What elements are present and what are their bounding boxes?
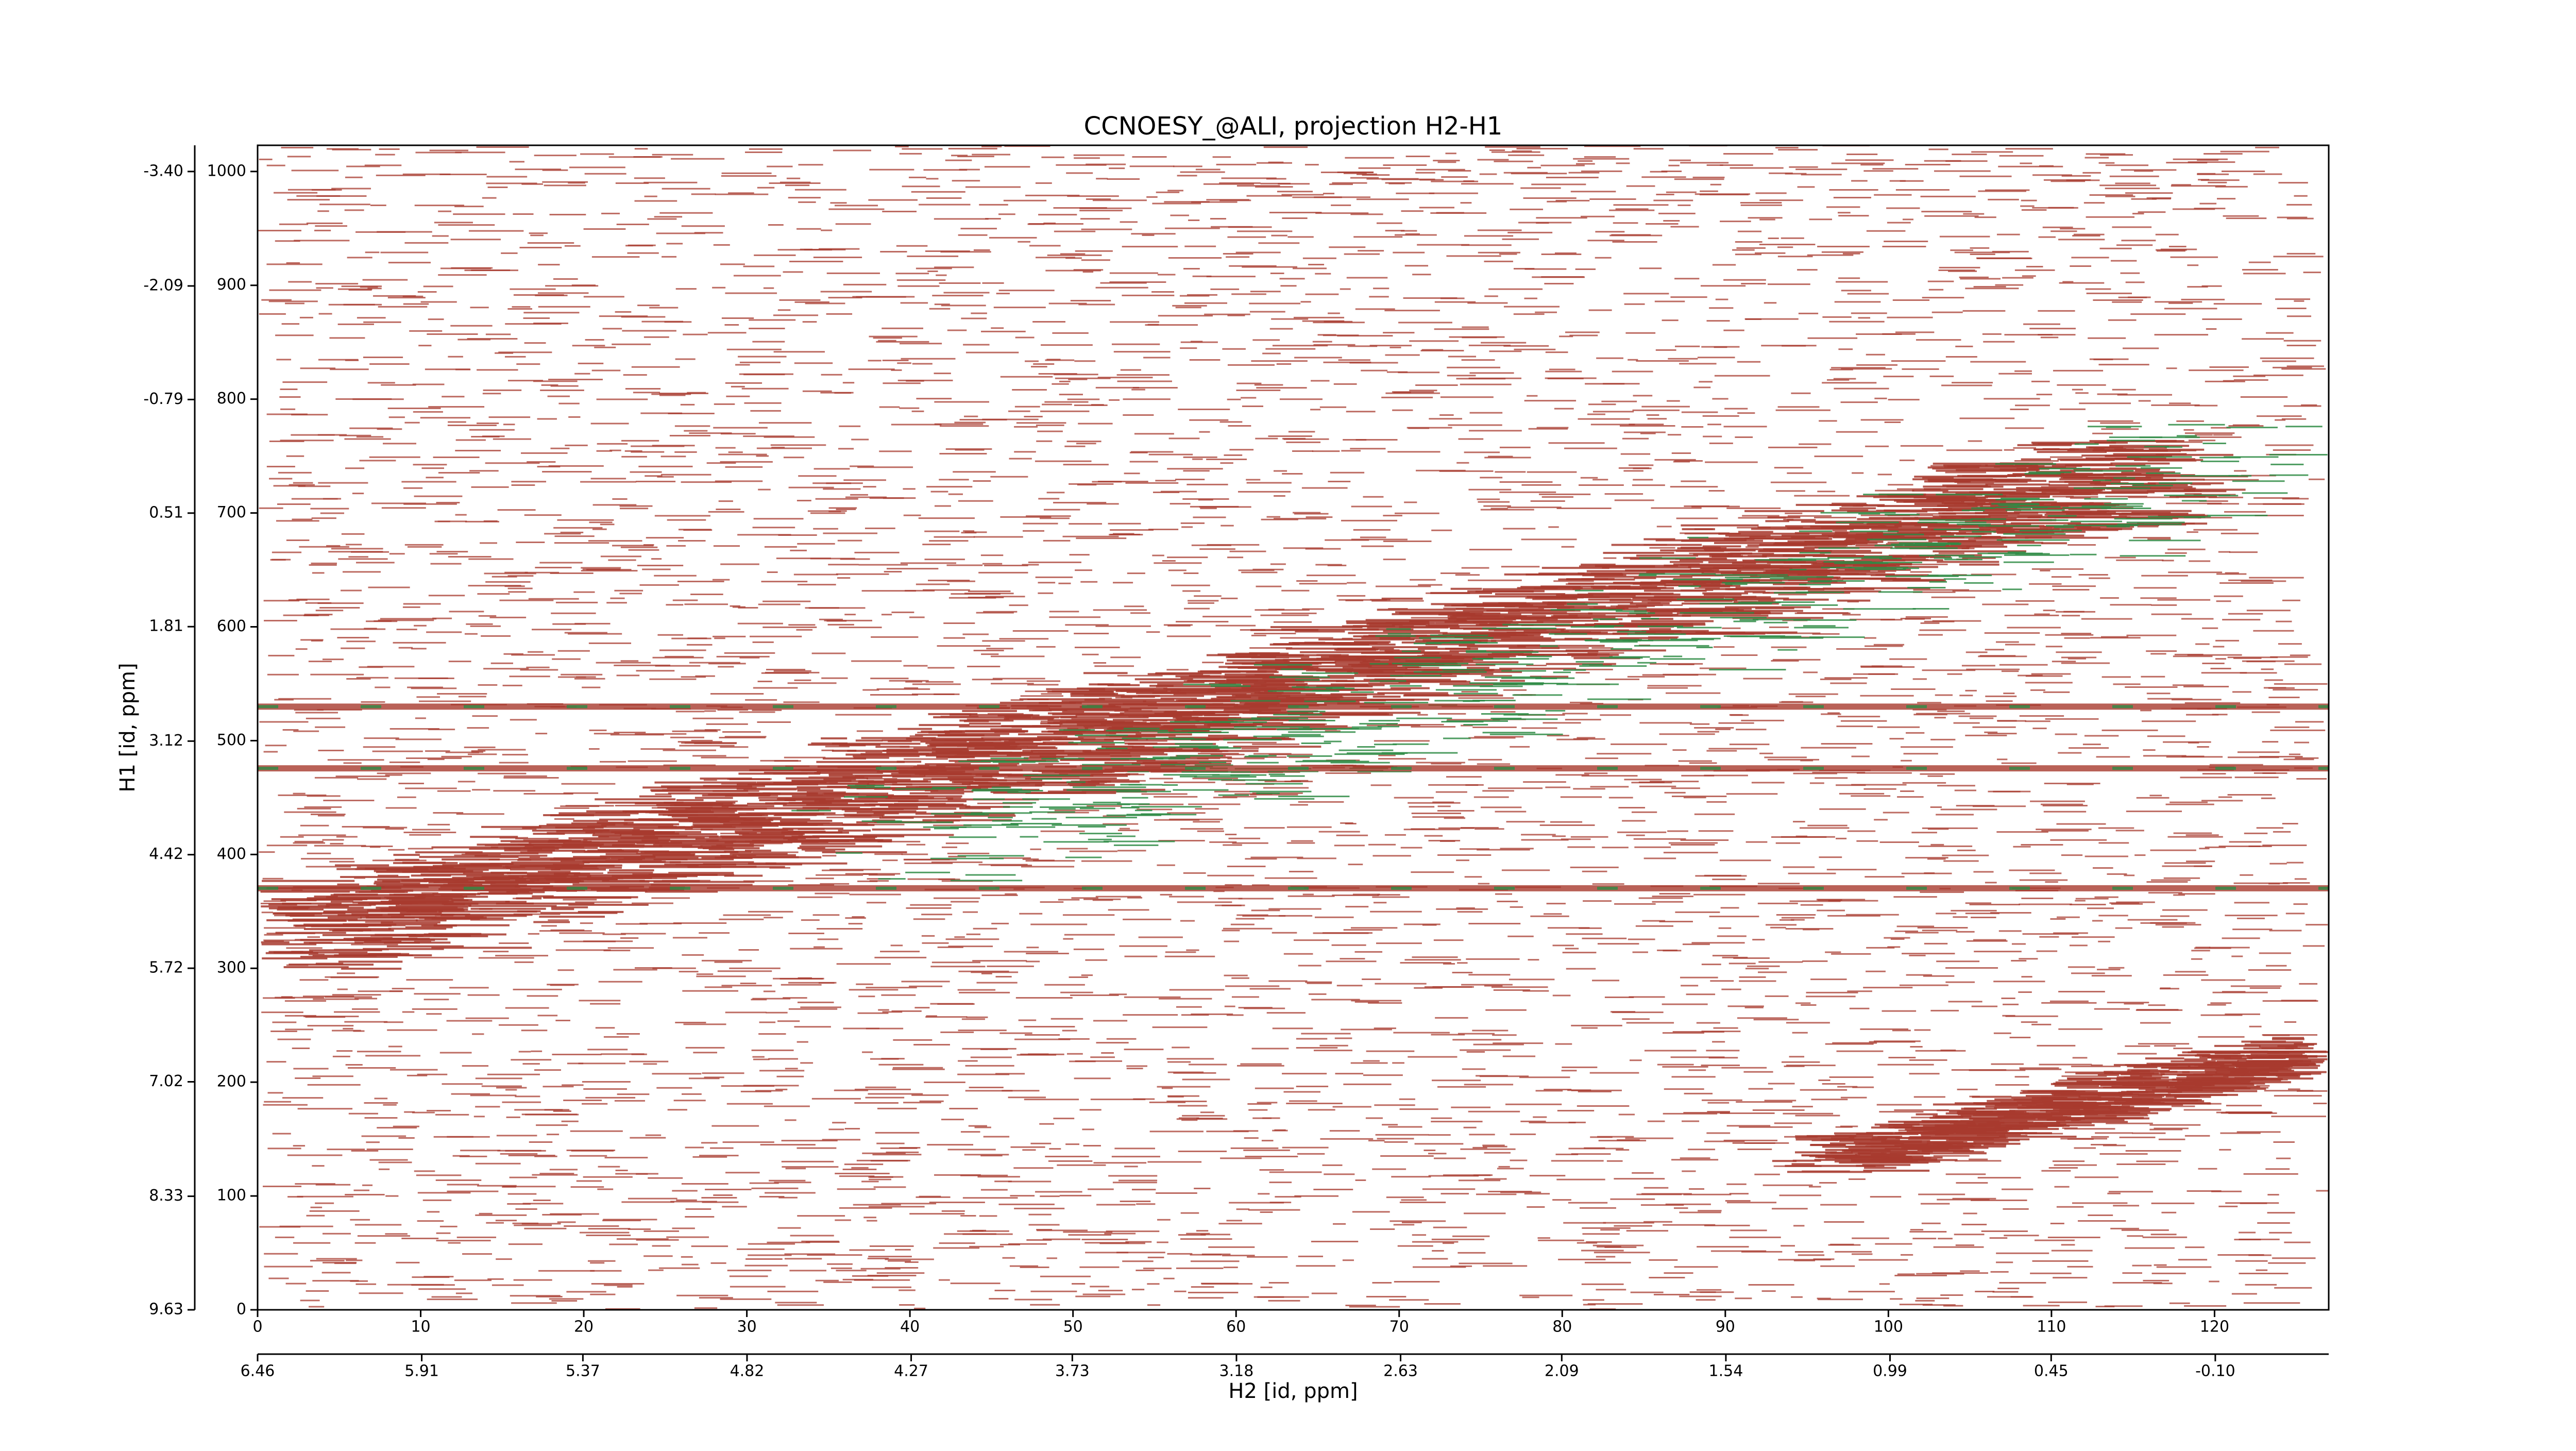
plot-area (258, 145, 2329, 1309)
